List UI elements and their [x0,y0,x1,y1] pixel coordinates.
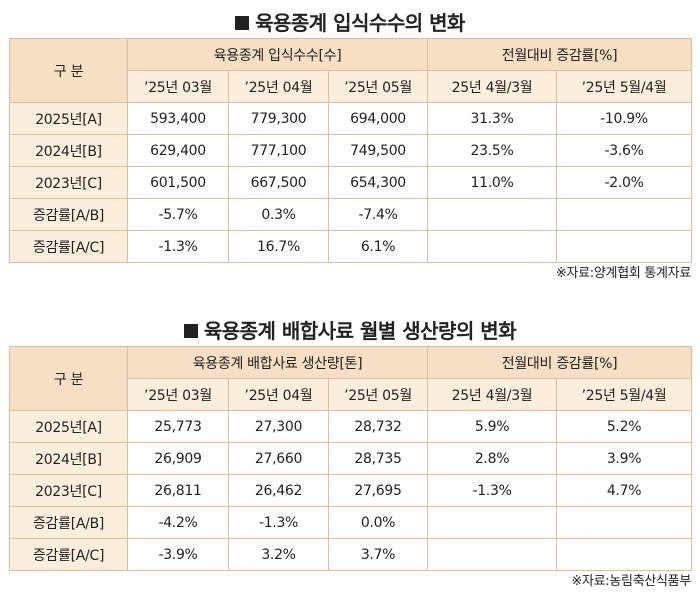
table-row: 증감률[A/B] -5.7% 0.3% -7.4% [9,198,693,231]
table-cell [427,538,558,571]
table-cell: 28,732 [327,410,429,443]
table-cell: -4.2% [127,506,229,539]
table-cell: 27,300 [228,410,329,443]
corner-header: 구 분 [9,38,128,103]
table-cell: 749,500 [327,134,429,167]
table-cell: -1.3% [127,230,229,263]
row-header: 2023년[C] [9,474,128,507]
table-cell: 601,500 [127,166,229,199]
table-cell: 27,660 [228,442,329,475]
column-header: ’25년 04월 [228,378,329,411]
table-cell: 5.2% [556,410,693,443]
table-cell: -1.3% [228,506,329,539]
table-title-text: 육용종계 배합사료 월별 생산량의 변화 [203,319,517,343]
table-cell [427,506,558,539]
table-title: 육용종계 입식수수의 변화 [9,8,691,38]
table-row: 2023년[C] 26,811 26,462 27,695 -1.3% 4.7% [9,474,693,507]
table-cell: -1.3% [427,474,558,507]
table-cell: 779,300 [228,102,329,135]
table-cell: 3.7% [327,538,429,571]
row-header: 2025년[A] [9,410,128,443]
table-row: 2025년[A] 593,400 779,300 694,000 31.3% -… [9,102,693,135]
table-row: 2023년[C] 601,500 667,500 654,300 11.0% -… [9,166,693,199]
column-header: ’25년 03월 [127,378,229,411]
table-block-2: 육용종계 배합사료 월별 생산량의 변화 구 분 육용종계 배합사료 생산량[톤… [9,316,693,593]
row-header: 증감률[A/B] [9,198,128,231]
row-header: 증감률[A/B] [9,506,128,539]
table-cell [427,230,558,263]
table-cell [556,230,693,263]
table-cell: 2.8% [427,442,558,475]
table-cell: 23.5% [427,134,558,167]
corner-header: 구 분 [9,346,128,411]
table-cell: 27,695 [327,474,429,507]
group-header: 육용종계 배합사료 생산량[톤] [126,346,429,379]
table-cell: 629,400 [127,134,229,167]
group-header: 전월대비 증감률[%] [427,346,693,379]
table-cell: 5.9% [427,410,558,443]
table-cell: 16.7% [228,230,329,263]
group-header: 육용종계 입식수수[수] [126,38,429,71]
table-cell: 593,400 [127,102,229,135]
table-cell: 0.0% [327,506,429,539]
row-header: 증감률[A/C] [9,538,128,571]
table-cell [427,198,558,231]
table-cell: 654,300 [327,166,429,199]
table-row: 2024년[B] 26,909 27,660 28,735 2.8% 3.9% [9,442,693,475]
group-header: 전월대비 증감률[%] [427,38,693,71]
source-note: ※자료:농림축산식품부 [571,574,691,589]
column-header: ’25년 5월/4월 [556,378,693,411]
table-row: 증감률[A/B] -4.2% -1.3% 0.0% [9,506,693,539]
table-cell: 0.3% [228,198,329,231]
data-table: 구 분 육용종계 입식수수[수] 전월대비 증감률[%] ’25년 03월 ’2… [9,38,693,263]
source-note: ※자료:양계협회 통계자료 [555,266,691,281]
row-header: 2024년[B] [9,442,128,475]
table-row: 2024년[B] 629,400 777,100 749,500 23.5% -… [9,134,693,167]
table-row: 증감률[A/C] -3.9% 3.2% 3.7% [9,538,693,571]
row-header: 2024년[B] [9,134,128,167]
table-cell [556,538,693,571]
table-title-text: 육용종계 입식수수의 변화 [255,11,465,35]
table-cell: -10.9% [556,102,693,135]
column-header: ’25년 05월 [327,378,429,411]
table-cell: 777,100 [228,134,329,167]
table-cell: 6.1% [327,230,429,263]
table-cell: -3.6% [556,134,693,167]
table-cell: 26,462 [228,474,329,507]
column-header: 25년 4월/3월 [427,70,558,103]
table-cell: -2.0% [556,166,693,199]
row-header: 2023년[C] [9,166,128,199]
row-header: 증감률[A/C] [9,230,128,263]
table-row: 2025년[A] 25,773 27,300 28,732 5.9% 5.2% [9,410,693,443]
table-cell: 26,811 [127,474,229,507]
table-cell: 26,909 [127,442,229,475]
table-cell: 3.9% [556,442,693,475]
table-row: 증감률[A/C] -1.3% 16.7% 6.1% [9,230,693,263]
table-cell: -7.4% [327,198,429,231]
table-block-1: 육용종계 입식수수의 변화 구 분 육용종계 입식수수[수] 전월대비 증감률[… [9,8,693,285]
table-cell: 28,735 [327,442,429,475]
table-cell [556,198,693,231]
row-header: 2025년[A] [9,102,128,135]
column-header: ’25년 5월/4월 [556,70,693,103]
column-header: 25년 4월/3월 [427,378,558,411]
table-cell [556,506,693,539]
table-cell: 694,000 [327,102,429,135]
table-cell: 11.0% [427,166,558,199]
table-cell: 3.2% [228,538,329,571]
table-cell: -3.9% [127,538,229,571]
table-cell: 25,773 [127,410,229,443]
table-title: 육용종계 배합사료 월별 생산량의 변화 [9,316,691,346]
square-bullet-icon [183,323,198,338]
table-cell: 667,500 [228,166,329,199]
data-table: 구 분 육용종계 배합사료 생산량[톤] 전월대비 증감률[%] ’25년 03… [9,346,693,571]
column-header: ’25년 05월 [327,70,429,103]
square-bullet-icon [235,15,250,30]
table-cell: 4.7% [556,474,693,507]
table-cell: 31.3% [427,102,558,135]
table-cell: -5.7% [127,198,229,231]
column-header: ’25년 03월 [127,70,229,103]
column-header: ’25년 04월 [228,70,329,103]
